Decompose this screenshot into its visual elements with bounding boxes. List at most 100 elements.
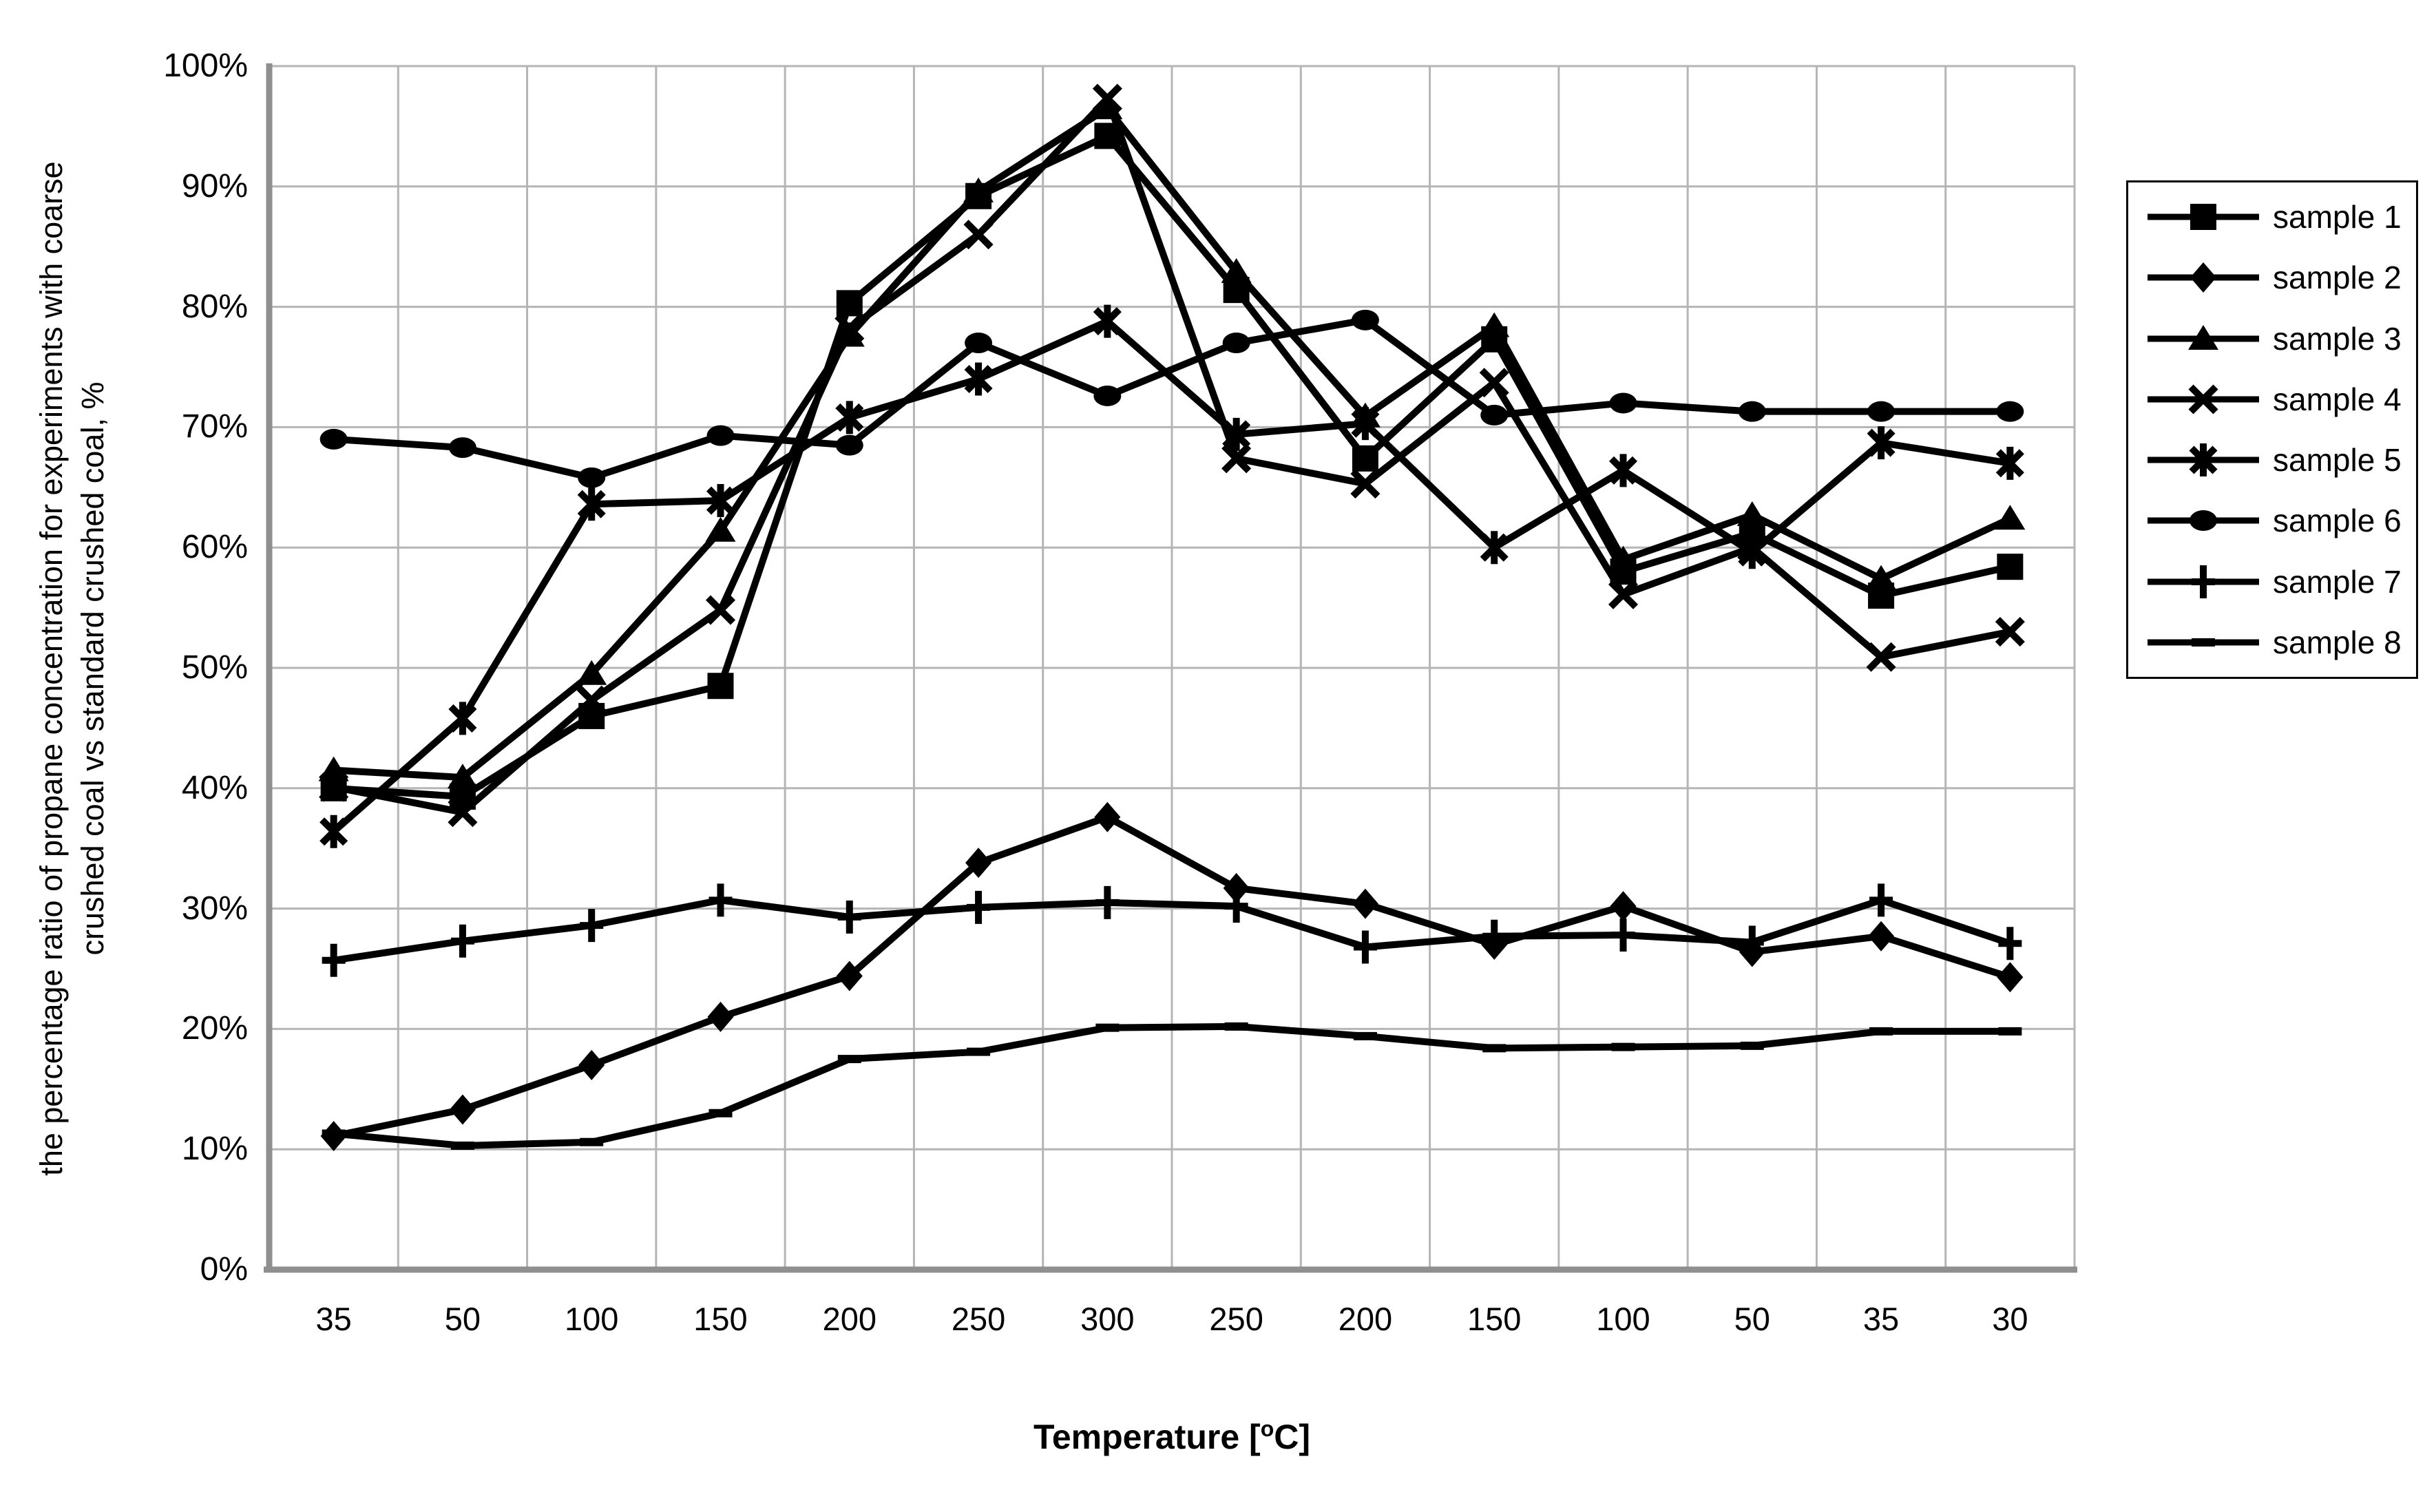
marker-plus (1869, 883, 1893, 917)
marker-star (835, 401, 864, 434)
legend-marker-sample (2148, 324, 2259, 350)
marker-circle (965, 333, 993, 354)
legend-item-sample-4: sample 4 (2128, 379, 2416, 419)
marker-plus (1611, 918, 1635, 952)
gridlines (268, 65, 2076, 1271)
marker-x (1995, 617, 2025, 647)
marker-diamond (449, 1094, 476, 1125)
marker-dash (322, 1129, 346, 1138)
marker-circle (578, 467, 606, 488)
marker-square (836, 290, 863, 317)
marker-x (1479, 368, 1509, 398)
marker-diamond (1868, 921, 1895, 952)
y-tick-label: 80% (181, 288, 248, 325)
y-tick-label: 50% (181, 649, 248, 686)
legend-label: sample 5 (2273, 442, 2402, 479)
marker-x (319, 772, 349, 802)
series-line (333, 316, 2011, 482)
y-tick-label: 10% (181, 1131, 248, 1168)
marker-x (1221, 443, 1252, 474)
x-tick-label: 30 (1992, 1301, 2028, 1337)
y-axis-title-line-2: crushed coal vs standard crushed coal, % (75, 381, 110, 956)
x-tick-label: 150 (1467, 1301, 1522, 1337)
marker-circle (706, 425, 735, 446)
x-tick-label: 200 (822, 1301, 876, 1337)
marker-plus (1095, 885, 1120, 919)
x-tick-label: 150 (693, 1301, 748, 1337)
marker-x (963, 220, 994, 250)
series-line (333, 896, 2011, 964)
marker-dash (1095, 1023, 1120, 1032)
legend-item-sample-3: sample 3 (2128, 319, 2416, 359)
marker-diamond (1997, 962, 2024, 993)
marker-circle (1996, 401, 2024, 422)
marker-plus (580, 909, 604, 943)
x-tick-label: 35 (1862, 1301, 1900, 1337)
legend-item-sample-2: sample 2 (2128, 258, 2416, 297)
marker-diamond (965, 848, 992, 879)
marker-diamond (1094, 801, 1121, 832)
marker-circle (2190, 510, 2217, 532)
marker-triangle (2188, 324, 2218, 350)
marker-star (706, 484, 735, 518)
marker-dash (1998, 1027, 2022, 1036)
marker-star (1222, 417, 1251, 451)
marker-diamond (1223, 872, 1250, 903)
y-tick-label: 0% (200, 1251, 248, 1288)
marker-diamond (578, 1049, 605, 1080)
marker-star (1867, 426, 1896, 460)
marker-triangle (1479, 312, 1510, 337)
legend-label: sample 2 (2273, 260, 2402, 296)
marker-x (576, 685, 607, 715)
marker-plus (708, 883, 733, 917)
legend-marker-sample (2148, 510, 2259, 532)
marker-star (1995, 446, 2024, 480)
marker-plus (837, 900, 861, 934)
marker-plus (450, 924, 474, 958)
marker-triangle (576, 660, 607, 685)
x-tick-label: 300 (1080, 1301, 1135, 1337)
legend-label: sample 7 (2273, 563, 2402, 600)
legend-item-sample-8: sample 8 (2128, 622, 2416, 662)
y-tick-label: 60% (181, 529, 248, 566)
x-tick-label: 100 (564, 1301, 619, 1337)
legend-item-sample-6: sample 6 (2128, 501, 2416, 540)
marker-dash (1353, 1031, 1377, 1040)
marker-square (1997, 554, 2024, 580)
y-tick-label: 40% (181, 769, 248, 806)
legend-item-sample-1: sample 1 (2128, 197, 2416, 237)
x-tick-label: 200 (1338, 1301, 1393, 1337)
marker-circle (1351, 309, 1379, 330)
marker-dash (2192, 638, 2215, 647)
marker-dash (1482, 1044, 1507, 1053)
marker-triangle (1736, 501, 1767, 527)
marker-circle (1222, 333, 1250, 354)
marker-plus (1998, 927, 2022, 960)
series-line (333, 92, 2011, 817)
y-tick-label: 100% (163, 48, 248, 84)
legend-marker-sample (2148, 204, 2259, 231)
marker-triangle (447, 764, 478, 789)
marker-x (1866, 642, 1896, 672)
marker-triangle (1608, 545, 1639, 571)
marker-star (1608, 454, 1638, 487)
marker-plus (1224, 890, 1248, 923)
marker-x (834, 313, 865, 344)
marker-circle (319, 428, 348, 450)
marker-plus (322, 943, 346, 977)
marker-dash (837, 1055, 861, 1064)
marker-circle (1480, 404, 1509, 426)
legend-item-sample-7: sample 7 (2128, 562, 2416, 602)
marker-circle (1867, 401, 1896, 422)
marker-dash (1611, 1042, 1635, 1051)
legend-box: sample 1 sample 2 sample 3 sample 4 sample 5… (2126, 180, 2418, 679)
marker-plus (967, 890, 991, 924)
legend-marker-sample (2148, 443, 2259, 477)
x-axis-title-suffix: C] (1274, 1418, 1311, 1456)
axis-lines (264, 63, 2077, 1273)
marker-star (1093, 304, 1122, 338)
marker-circle (448, 437, 476, 459)
legend-marker-sample (2148, 638, 2259, 647)
